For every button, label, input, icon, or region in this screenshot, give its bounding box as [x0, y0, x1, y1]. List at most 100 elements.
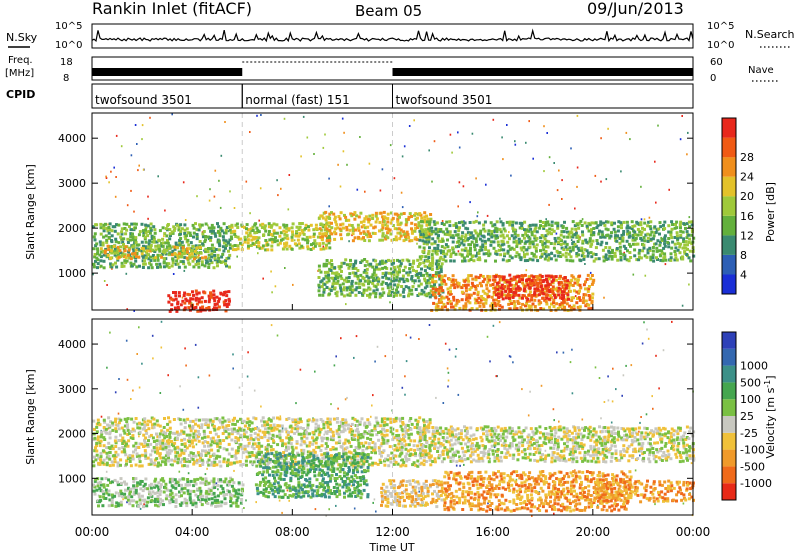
heatmap-cell — [381, 275, 385, 279]
heatmap-cell — [348, 228, 352, 232]
heatmap-cell — [544, 284, 548, 288]
heatmap-cell — [644, 233, 648, 237]
heatmap-cell — [643, 227, 646, 231]
scatter-cell — [655, 354, 657, 357]
heatmap-cell — [480, 248, 484, 252]
heatmap-cell — [658, 240, 662, 244]
heatmap-cell — [193, 257, 196, 261]
heatmap-cell — [188, 293, 192, 297]
heatmap-cell — [428, 222, 432, 226]
heatmap-cell — [497, 274, 501, 278]
heatmap-cell — [558, 237, 562, 241]
heatmap-cell — [330, 221, 333, 225]
heatmap-cell — [436, 247, 440, 250]
heatmap-cell — [209, 259, 213, 263]
scatter-cell — [600, 180, 602, 183]
heatmap-cell — [252, 237, 256, 241]
heatmap-cell — [359, 273, 363, 277]
heatmap-cell — [179, 260, 183, 264]
heatmap-cell — [263, 227, 267, 230]
heatmap-cell — [210, 255, 214, 259]
heatmap-cell — [480, 284, 483, 288]
heatmap-cell — [634, 236, 638, 240]
heatmap-cell — [446, 245, 450, 249]
heatmap-cell — [224, 231, 228, 235]
heatmap-cell — [252, 442, 256, 446]
heatmap-cell — [334, 227, 338, 231]
heatmap-cell — [270, 224, 274, 228]
heatmap-cell — [413, 279, 417, 283]
heatmap-cell — [371, 217, 375, 220]
noise-left-tick-top: 10^5 — [55, 21, 82, 32]
heatmap-cell — [396, 272, 400, 276]
heatmap-cell — [125, 222, 129, 226]
heatmap-cell — [266, 450, 269, 454]
heatmap-cell — [438, 274, 441, 278]
heatmap-cell — [460, 290, 464, 294]
heatmap-cell — [95, 425, 99, 429]
heatmap-cell — [182, 418, 186, 422]
heatmap-cell — [141, 255, 145, 259]
heatmap-cell — [395, 270, 399, 274]
heatmap-cell — [314, 227, 318, 230]
heatmap-cell — [511, 457, 515, 460]
heatmap-cell — [187, 453, 191, 457]
heatmap-cell — [412, 461, 416, 465]
heatmap-cell — [365, 458, 369, 462]
heatmap-cell — [347, 441, 351, 445]
scatter-cell — [632, 273, 635, 276]
heatmap-cell — [417, 427, 421, 431]
heatmap-cell — [533, 229, 537, 233]
heatmap-cell — [518, 226, 522, 230]
heatmap-cell — [191, 223, 195, 227]
heatmap-cell — [176, 433, 180, 437]
heatmap-cell — [562, 300, 566, 304]
heatmap-cell — [168, 244, 172, 248]
heatmap-cell — [352, 453, 356, 457]
heatmap-cell — [384, 271, 388, 275]
heatmap-cell — [492, 426, 496, 430]
heatmap-cell — [168, 426, 172, 430]
heatmap-cell — [353, 418, 357, 422]
heatmap-cell — [167, 247, 171, 251]
heatmap-cell — [189, 456, 193, 460]
heatmap-cell — [243, 444, 247, 448]
heatmap-cell — [655, 249, 659, 253]
heatmap-cell — [181, 244, 185, 248]
heatmap-cell — [364, 226, 367, 230]
heatmap-cell — [533, 290, 537, 294]
heatmap-cell — [427, 237, 431, 241]
heatmap-cell — [152, 240, 156, 244]
heatmap-cell — [635, 258, 639, 262]
heatmap-cell — [348, 223, 351, 227]
heatmap-cell — [465, 436, 469, 440]
heatmap-cell — [199, 251, 203, 255]
heatmap-cell — [295, 441, 299, 445]
scatter-cell — [138, 164, 140, 167]
heatmap-cell — [398, 439, 402, 443]
heatmap-cell — [299, 464, 303, 468]
heatmap-cell — [579, 286, 583, 290]
heatmap-cell — [271, 448, 275, 452]
heatmap-cell — [149, 263, 153, 267]
heatmap-cell — [528, 286, 532, 290]
heatmap-cell — [573, 281, 577, 285]
heatmap-cell — [474, 275, 478, 279]
heatmap-cell — [138, 454, 142, 458]
heatmap-cell — [592, 233, 596, 237]
heatmap-cell — [548, 305, 552, 309]
heatmap-cell — [492, 274, 496, 278]
heatmap-cell — [185, 459, 189, 463]
heatmap-cell — [314, 429, 318, 433]
heatmap-cell — [180, 438, 184, 442]
heatmap-cell — [256, 427, 260, 431]
heatmap-cell — [509, 293, 513, 297]
scatter-cell — [359, 136, 361, 138]
heatmap-cell — [449, 447, 452, 451]
heatmap-cell — [564, 255, 568, 259]
heatmap-cell — [500, 278, 504, 282]
heatmap-cell — [517, 426, 521, 430]
heatmap-cell — [251, 462, 255, 466]
scatter-cell — [558, 420, 560, 423]
heatmap-cell — [435, 426, 439, 430]
